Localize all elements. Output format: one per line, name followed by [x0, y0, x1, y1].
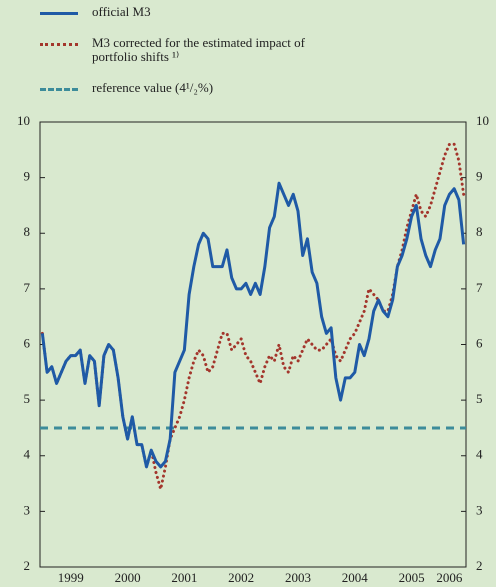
x-tick-label: 2000 — [115, 570, 141, 585]
y-tick-label: 9 — [24, 169, 31, 184]
y-tick-label: 5 — [24, 391, 31, 406]
x-tick-label: 2003 — [285, 570, 311, 585]
legend-swatch — [40, 12, 78, 15]
legend-entry: M3 corrected for the estimated impact of… — [92, 35, 305, 64]
x-tick-label: 2005 — [399, 570, 425, 585]
y2-tick-label: 7 — [476, 280, 483, 295]
series-line — [40, 181, 466, 469]
y-tick-label: 4 — [24, 447, 31, 462]
y2-tick-label: 8 — [476, 224, 483, 239]
y2-tick-label: 3 — [476, 502, 483, 517]
x-tick-label: 2001 — [171, 570, 197, 585]
series-line — [40, 142, 466, 491]
plot-frame — [39, 121, 467, 568]
legend-swatch — [40, 43, 78, 46]
y-tick-label: 10 — [17, 113, 30, 128]
y-tick-label: 8 — [24, 224, 31, 239]
y2-tick-label: 5 — [476, 391, 483, 406]
y2-tick-label: 10 — [476, 113, 489, 128]
x-tick-label: 1999 — [58, 570, 84, 585]
y-tick-label: 7 — [24, 280, 31, 295]
x-tick-label: 2004 — [342, 570, 369, 585]
x-tick-label: 2002 — [228, 570, 254, 585]
x-tick-label: 2006 — [436, 570, 463, 585]
y2-tick-label: 9 — [476, 169, 483, 184]
y-tick-label: 3 — [24, 502, 31, 517]
y2-tick-label: 2 — [476, 558, 483, 573]
y-tick-label: 6 — [24, 335, 31, 350]
legend-entry: reference value (4¹/₂%) — [92, 80, 214, 95]
y-tick-label: 2 — [24, 558, 31, 573]
legend-swatch — [40, 88, 78, 91]
y2-tick-label: 6 — [476, 335, 483, 350]
legend-entry: official M3 — [92, 4, 151, 19]
y2-tick-label: 4 — [476, 447, 483, 462]
